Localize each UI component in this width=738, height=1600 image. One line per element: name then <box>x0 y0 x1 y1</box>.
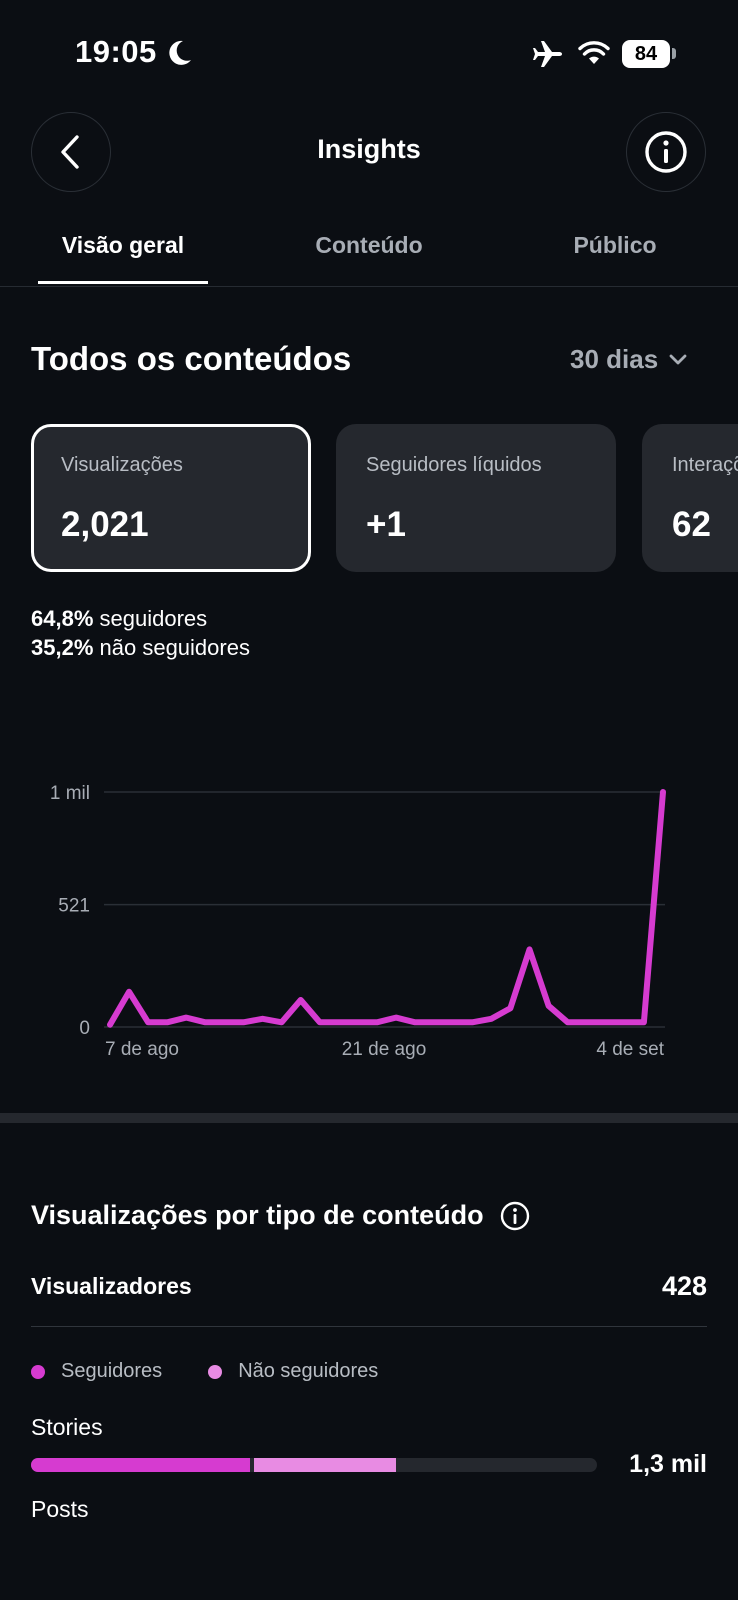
legend-label: Seguidores <box>61 1360 163 1382</box>
series-line-views <box>107 789 666 1028</box>
period-selector[interactable]: 30 dias <box>570 344 688 375</box>
legend: Seguidores Não seguidores <box>31 1360 424 1383</box>
metric-card-clip: Interações 62 <box>642 424 738 572</box>
tabs-divider <box>0 286 738 287</box>
battery-level: 84 <box>634 42 658 65</box>
metric-card-value: 2,021 <box>61 505 149 544</box>
wifi-icon <box>578 41 610 64</box>
x-tick-label: 7 de ago <box>105 1039 179 1060</box>
legend-item-followers: Seguidores <box>31 1360 162 1383</box>
metric-card-net-followers[interactable]: Seguidores líquidos +1 <box>336 424 616 572</box>
battery-nub <box>672 48 676 59</box>
chevron-left-icon <box>61 135 79 169</box>
tab-active-indicator <box>38 281 208 284</box>
views-line-chart: 1 mil 521 0 7 de ago 21 de ago 4 de set <box>50 783 666 1060</box>
non-followers-split: 35,2% não seguidores <box>31 635 250 661</box>
airplane-icon <box>533 41 562 67</box>
metric-card-label: Seguidores líquidos <box>366 454 542 476</box>
info-button[interactable] <box>626 112 706 192</box>
viewers-label: Visualizadores <box>31 1273 192 1299</box>
non-followers-percent: 35,2% <box>31 635 94 660</box>
views-by-type-title: Visualizações por tipo de conteúdo <box>31 1200 530 1231</box>
status-time: 19:05 <box>75 34 157 69</box>
page-title: Insights <box>317 134 421 164</box>
tab-content[interactable]: Conteúdo <box>315 232 423 258</box>
battery-icon: 84 <box>622 40 670 68</box>
x-tick-label: 21 de ago <box>342 1039 427 1060</box>
back-button[interactable] <box>31 112 111 192</box>
followers-label: seguidores <box>99 606 208 631</box>
info-icon <box>645 131 687 173</box>
moon-icon <box>169 40 191 65</box>
row-label-posts: Posts <box>31 1496 89 1522</box>
views-by-type-heading: Visualizações por tipo de conteúdo <box>31 1200 484 1230</box>
viewers-value: 428 <box>661 1271 707 1301</box>
viewers-divider <box>31 1326 707 1327</box>
x-tick-label: 4 de set <box>596 1039 664 1060</box>
info-icon[interactable] <box>500 1201 530 1231</box>
y-tick-label: 521 <box>58 896 90 917</box>
metric-card-interactions[interactable]: Interações 62 <box>642 424 738 572</box>
metric-card-views[interactable]: Visualizações 2,021 <box>31 424 311 572</box>
metric-card-label: Visualizações <box>61 454 183 476</box>
followers-split: 64,8% seguidores <box>31 606 207 632</box>
metric-card-value: +1 <box>366 505 406 544</box>
row-label-stories: Stories <box>31 1414 103 1440</box>
legend-label: Não seguidores <box>238 1360 379 1382</box>
tab-audience[interactable]: Público <box>573 232 657 258</box>
stories-value: 1,3 mil <box>629 1450 707 1478</box>
non-followers-label: não seguidores <box>99 635 250 660</box>
followers-percent: 64,8% <box>31 606 94 631</box>
section-divider <box>0 1113 738 1123</box>
stories-bar-followers <box>31 1458 250 1472</box>
chevron-down-icon <box>669 354 687 364</box>
tab-overview[interactable]: Visão geral <box>61 232 185 258</box>
y-tick-label: 1 mil <box>50 783 90 804</box>
legend-item-non-followers: Não seguidores <box>208 1360 378 1383</box>
stories-bar <box>31 1458 597 1472</box>
y-tick-label: 0 <box>79 1018 90 1039</box>
legend-dot <box>31 1364 45 1379</box>
metric-card-label: Interações <box>672 454 738 476</box>
stories-bar-non-followers <box>253 1458 397 1472</box>
metric-card-value: 62 <box>672 505 711 544</box>
period-label: 30 dias <box>570 344 659 374</box>
section-title: Todos os conteúdos <box>31 340 352 377</box>
legend-dot <box>208 1364 223 1379</box>
